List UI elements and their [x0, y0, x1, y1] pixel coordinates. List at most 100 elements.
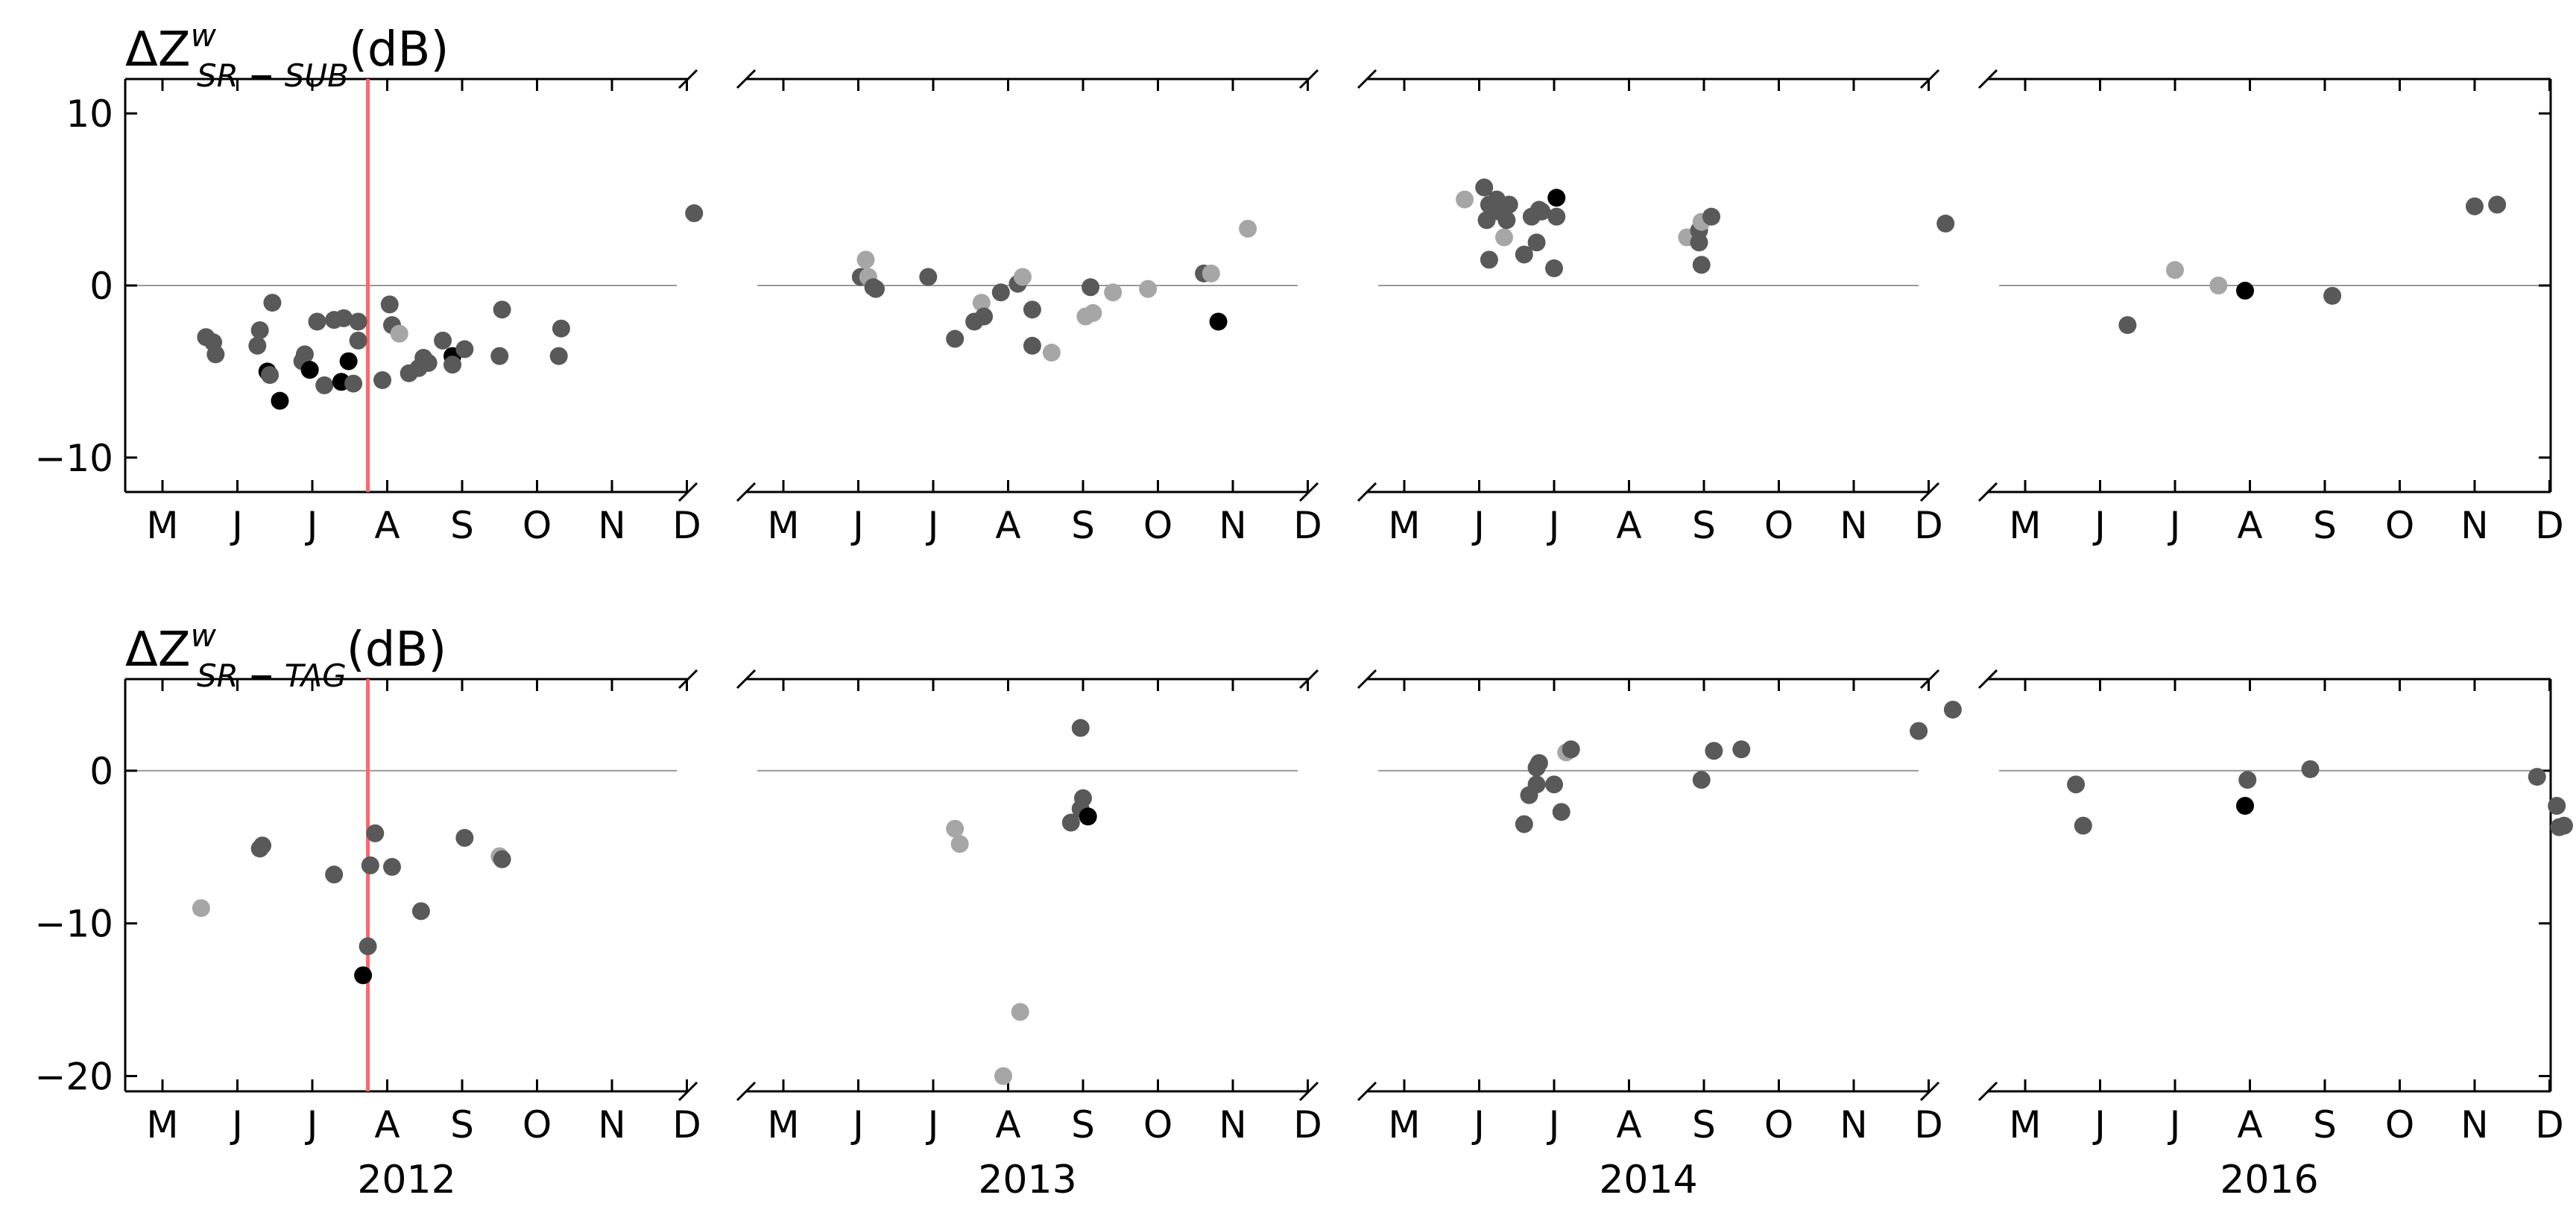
- data-point: [1530, 201, 1548, 219]
- year-label-2014: 2014: [1599, 1158, 1697, 1202]
- break-mark-bottom-left: [736, 1081, 757, 1102]
- data-point: [1084, 303, 1102, 322]
- data-point: [1545, 259, 1563, 277]
- panel-2013-row-2: M J J A S O N D 2013: [736, 669, 1322, 1202]
- data-point: [950, 835, 969, 854]
- data-point: [2236, 796, 2255, 815]
- data-point: [382, 857, 401, 876]
- data-point: [1011, 1003, 1029, 1021]
- data-point: [1023, 336, 1041, 355]
- x-tick-label: J: [926, 1103, 939, 1146]
- data-point: [1705, 742, 1723, 760]
- x-tick-label: J: [850, 1103, 864, 1146]
- data-point: [994, 1067, 1013, 1085]
- x-tick-label: N: [2460, 504, 2488, 547]
- data-point: [2236, 281, 2255, 300]
- x-tick-label: J: [1547, 504, 1560, 547]
- data-point: [1456, 190, 1474, 209]
- data-point: [1702, 207, 1721, 226]
- x-tick-label: A: [995, 1103, 1020, 1146]
- x-tick-label: S: [450, 1103, 474, 1146]
- x-tick-label: M: [1388, 504, 1420, 547]
- x-tick-label: A: [374, 504, 400, 547]
- data-point: [2067, 775, 2086, 794]
- data-point: [2238, 771, 2257, 789]
- panel-2012-row-2: M J J A S O N D 0 −10 −20 2012: [34, 669, 701, 1202]
- data-point: [1139, 280, 1158, 298]
- y-tick-label: 10: [66, 92, 113, 136]
- x-tick-label: D: [672, 1103, 701, 1146]
- x-tick-label: N: [1840, 1103, 1867, 1146]
- row-title-1: ΔZw SR − SUB(dB): [125, 17, 449, 94]
- x-tick-label: S: [2313, 504, 2337, 547]
- data-point: [1013, 268, 1032, 286]
- x-tick-label: D: [1293, 1103, 1322, 1146]
- x-tick-label: J: [1547, 1103, 1560, 1146]
- data-point: [1547, 189, 1566, 207]
- x-tick-label: A: [2237, 1103, 2262, 1146]
- data-point: [946, 329, 965, 348]
- break-mark-top-left: [1977, 69, 1998, 89]
- data-point: [1936, 214, 1955, 233]
- x-tick-label: D: [1914, 504, 1943, 547]
- break-mark-bottom-left: [736, 482, 757, 502]
- x-tick-label: A: [1616, 1103, 1641, 1146]
- data-point: [2528, 768, 2546, 786]
- data-point: [325, 865, 344, 884]
- x-tick-label: M: [146, 1103, 178, 1146]
- x-tick-label: A: [374, 1103, 400, 1146]
- x-tick-label: J: [2092, 1103, 2106, 1146]
- data-point: [390, 324, 408, 343]
- data-point: [2323, 286, 2342, 305]
- x-tick-label: A: [2237, 504, 2262, 547]
- data-point: [1943, 700, 1962, 719]
- row-title-superscript: w: [191, 17, 217, 54]
- x-tick-label: O: [2385, 1103, 2414, 1146]
- x-tick-label: S: [1071, 1103, 1095, 1146]
- x-tick-label: J: [230, 504, 243, 547]
- data-point: [946, 819, 965, 838]
- data-point: [1545, 775, 1563, 794]
- panel-2016-row-2: M J J A S O N D 2016: [1977, 669, 2573, 1202]
- break-mark-top-left: [1357, 69, 1377, 89]
- data-point: [919, 268, 938, 286]
- x-tick-label: J: [850, 504, 864, 547]
- data-point: [1061, 813, 1080, 832]
- x-tick-label: O: [1143, 504, 1172, 547]
- data-point: [1692, 256, 1711, 274]
- data-point: [685, 204, 704, 223]
- data-point: [552, 319, 570, 338]
- x-tick-label: M: [1388, 1103, 1420, 1146]
- x-tick-label: S: [450, 504, 474, 547]
- break-mark-top-left: [1357, 669, 1377, 690]
- break-mark-top-left: [1977, 669, 1998, 690]
- data-point: [335, 309, 353, 327]
- data-point: [1527, 233, 1546, 252]
- data-point: [349, 331, 367, 350]
- y-tick-label: −20: [34, 1056, 113, 1099]
- year-label-2012: 2012: [357, 1158, 455, 1202]
- data-point: [2074, 816, 2092, 835]
- data-point: [253, 836, 271, 855]
- x-tick-label: M: [146, 504, 178, 547]
- x-tick-label: J: [305, 504, 318, 547]
- data-point: [2209, 277, 2228, 294]
- data-point: [455, 340, 474, 359]
- x-tick-label: N: [1219, 504, 1246, 547]
- data-point: [991, 283, 1010, 302]
- data-point: [2548, 796, 2566, 815]
- data-point: [972, 294, 991, 312]
- year-label-2016: 2016: [2220, 1158, 2318, 1202]
- data-point: [1079, 807, 1097, 826]
- data-point: [1547, 207, 1566, 226]
- data-point: [1477, 211, 1496, 230]
- x-tick-label: A: [1616, 504, 1641, 547]
- x-tick-label: J: [230, 1103, 243, 1146]
- data-point: [1732, 740, 1751, 759]
- row-title-main: ΔZ: [125, 22, 191, 78]
- x-tick-label: J: [1471, 504, 1485, 547]
- data-point: [1562, 740, 1580, 759]
